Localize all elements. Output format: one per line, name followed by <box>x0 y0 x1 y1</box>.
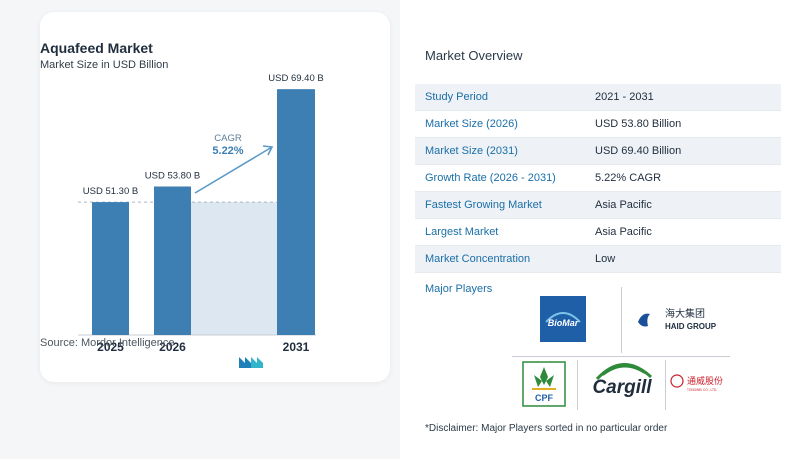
overview-row: Growth Rate (2026 - 2031) 5.22% CAGR <box>415 165 781 192</box>
svg-text:TONGWEI CO., LTD.: TONGWEI CO., LTD. <box>687 388 717 392</box>
overview-row-value: USD 53.80 Billion <box>595 118 682 130</box>
overview-row: Study Period 2021 - 2031 <box>415 84 781 111</box>
overview-row: Fastest Growing Market Asia Pacific <box>415 192 781 219</box>
bar-value-label: USD 53.80 B <box>145 170 200 181</box>
x-tick-label: 2025 <box>97 340 124 354</box>
overview-row-value: USD 69.40 Billion <box>595 145 682 157</box>
chart-subtitle: Market Size in USD Billion <box>40 59 169 71</box>
overview-row-label: Study Period <box>425 91 488 103</box>
overview-row-value: Asia Pacific <box>595 226 652 238</box>
overview-row-label: Market Size (2026) <box>425 118 518 130</box>
overview-row: Market Concentration Low <box>415 246 781 273</box>
cagr-band <box>191 202 277 335</box>
svg-text:CPF: CPF <box>535 393 554 403</box>
chart-title: Aquafeed Market <box>40 40 153 56</box>
cpf-logo: CPF <box>522 361 566 407</box>
x-tick-label: 2031 <box>283 340 310 354</box>
divider <box>512 356 730 357</box>
cagr-label: CAGR <box>214 133 242 144</box>
divider <box>665 360 666 410</box>
overview-row-label: Fastest Growing Market <box>425 199 542 211</box>
overview-row: Market Size (2026) USD 53.80 Billion <box>415 111 781 138</box>
overview-row-value: 5.22% CAGR <box>595 172 662 184</box>
overview-title: Market Overview <box>425 48 523 63</box>
overview-row-value: Low <box>595 253 616 265</box>
cargill-logo: Cargill <box>592 363 652 398</box>
overview-table: Study Period 2021 - 2031 Market Size (2026… <box>415 84 781 273</box>
overview-row-value: Asia Pacific <box>595 199 652 211</box>
bar-value-label: USD 69.40 B <box>268 73 323 84</box>
cagr-value: 5.22% <box>212 145 243 157</box>
overview-row-value: 2021 - 2031 <box>595 91 654 103</box>
mordor-intelligence-logo-icon <box>239 357 263 368</box>
svg-text:Cargill: Cargill <box>592 377 652 398</box>
overview-row-label: Market Concentration <box>425 253 531 265</box>
svg-text:海大集团: 海大集团 <box>665 307 705 320</box>
overview-row: Largest Market Asia Pacific <box>415 219 781 246</box>
divider <box>577 360 578 410</box>
bar-2025 <box>92 202 129 335</box>
bar-chart: USD 51.30 B 2025 USD 53.80 B 2026 USD 69.40 … <box>78 73 324 354</box>
bar-value-label: USD 51.30 B <box>83 186 138 197</box>
bar-2031 <box>277 89 315 335</box>
biomar-logo: BioMar <box>540 296 586 342</box>
overview-row: Market Size (2031) USD 69.40 Billion <box>415 138 781 165</box>
overview-row-label: Largest Market <box>425 226 499 238</box>
haid-group-logo: 海大集团 HAID GROUP <box>638 307 717 331</box>
overview-panel <box>400 0 800 459</box>
svg-text:通威股份: 通威股份 <box>687 375 723 387</box>
bar-2026 <box>154 186 191 335</box>
disclaimer-note: *Disclaimer: Major Players sorted in no … <box>425 423 668 434</box>
source-note: Source: Mordor Intelligence <box>40 337 175 349</box>
major-players-label: Major Players <box>425 283 493 295</box>
overview-row-label: Growth Rate (2026 - 2031) <box>425 172 556 184</box>
svg-text:HAID GROUP: HAID GROUP <box>665 322 717 331</box>
divider <box>621 287 622 353</box>
overview-row-label: Market Size (2031) <box>425 145 518 157</box>
tongwei-logo: 通威股份 TONGWEI CO., LTD. <box>670 374 723 392</box>
cagr-arrow <box>194 145 274 194</box>
svg-text:BioMar: BioMar <box>548 318 579 328</box>
x-tick-label: 2026 <box>159 340 186 354</box>
